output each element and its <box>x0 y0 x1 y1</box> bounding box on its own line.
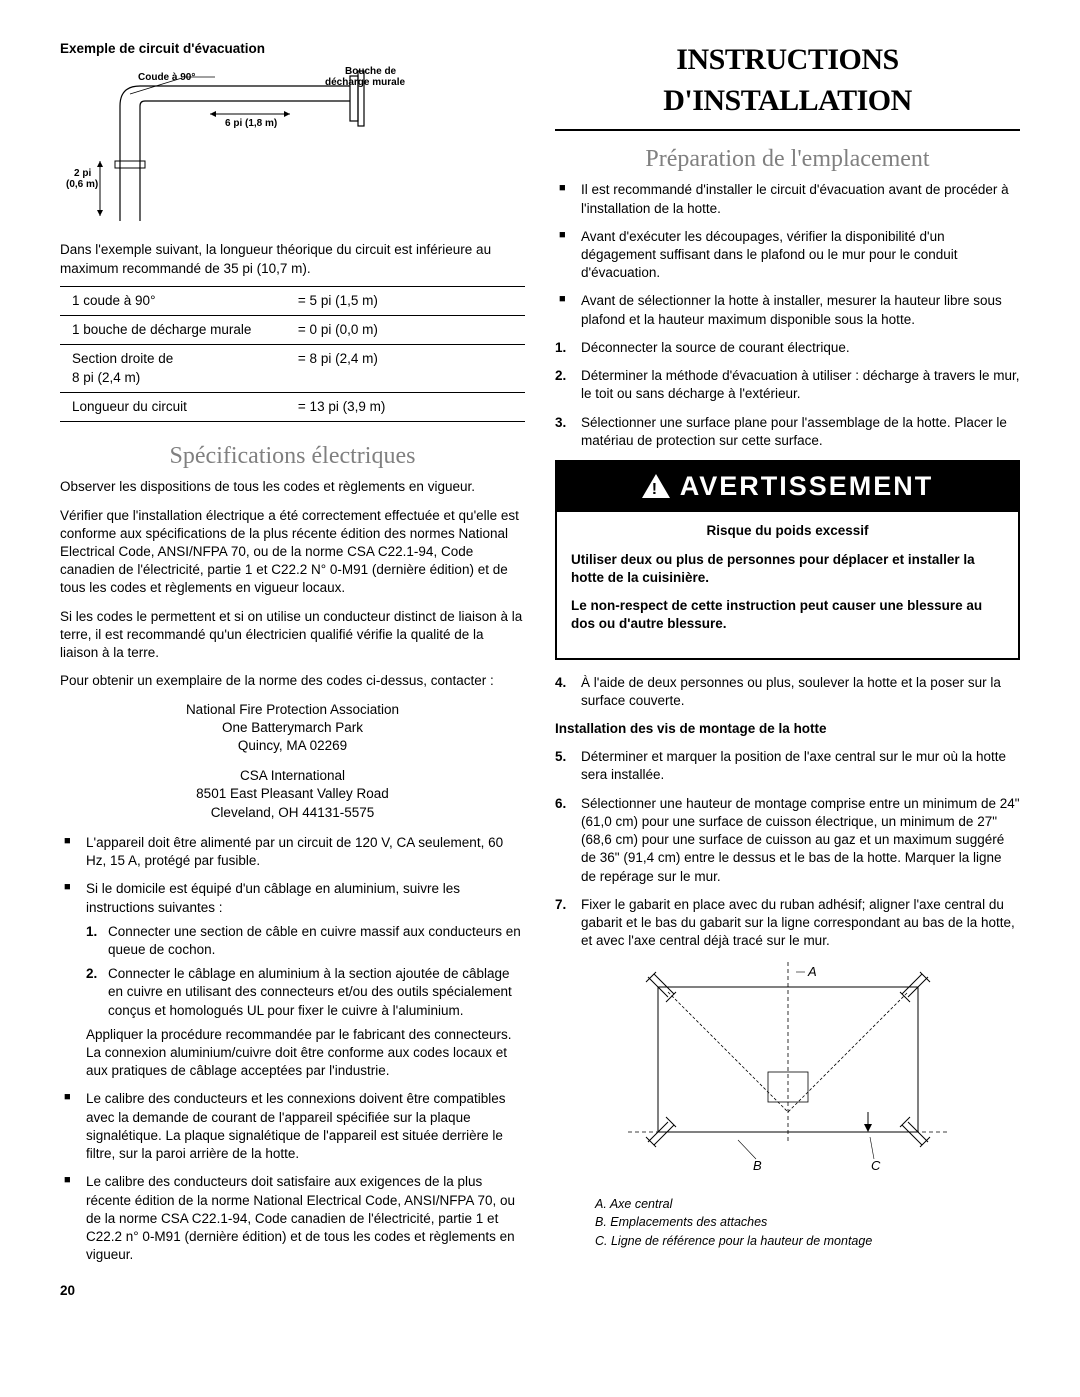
svg-text:B: B <box>753 1158 762 1173</box>
warning-box: AVERTISSEMENT Risque du poids excessif U… <box>555 460 1020 660</box>
list-item: Le calibre des conducteurs doit satisfai… <box>60 1173 525 1264</box>
warn-line-1: Utiliser deux ou plus de personnes pour … <box>571 551 1004 587</box>
list-item: 5.Déterminer et marquer la position de l… <box>555 748 1020 784</box>
inner-para: Appliquer la procédure recommandée par l… <box>86 1026 525 1081</box>
list-item: 6.Sélectionner une hauteur de montage co… <box>555 795 1020 886</box>
list-item: Avant d'exécuter les découpages, vérifie… <box>555 228 1020 283</box>
elec-bullet-list: L'appareil doit être alimenté par un cir… <box>60 834 525 1265</box>
svg-text:A: A <box>807 964 817 979</box>
list-item: L'appareil doit être alimenté par un cir… <box>60 834 525 870</box>
list-item: 2.Connecter le câblage en aluminium à la… <box>86 965 525 1020</box>
elec-p4: Pour obtenir un exemplaire de la norme d… <box>60 672 525 690</box>
step4-list: 4.À l'aide de deux personnes ou plus, so… <box>555 674 1020 710</box>
list-item: 3.Sélectionner une surface plane pour l'… <box>555 414 1020 450</box>
table-row: Section droite de 8 pi (2,4 m)= 8 pi (2,… <box>60 345 525 392</box>
legend-b: B. Emplacements des attaches <box>595 1214 1020 1231</box>
list-item: Il est recommandé d'installer le circuit… <box>555 181 1020 217</box>
installation-heading: INSTRUCTIONS D'INSTALLATION <box>555 40 1020 131</box>
diagram-legend: A. Axe central B. Emplacements des attac… <box>555 1196 1020 1251</box>
svg-text:Coude à 90°: Coude à 90° <box>138 72 195 83</box>
list-item: 2.Déterminer la méthode d'évacuation à u… <box>555 367 1020 403</box>
elec-p1: Observer les dispositions de tous les co… <box>60 478 525 496</box>
list-item: 4.À l'aide de deux personnes ou plus, so… <box>555 674 1020 710</box>
svg-text:C: C <box>871 1158 881 1173</box>
aluminum-steps: 1.Connecter une section de câble en cuiv… <box>86 923 525 1020</box>
address-block-2: CSA International 8501 East Pleasant Val… <box>60 767 525 822</box>
right-column: INSTRUCTIONS D'INSTALLATION Préparation … <box>555 40 1020 1301</box>
length-calc-table: 1 coude à 90°= 5 pi (1,5 m) 1 bouche de … <box>60 286 525 422</box>
prep-bullet-list: Il est recommandé d'installer le circuit… <box>555 181 1020 329</box>
template-diagram: A B C <box>555 962 1020 1187</box>
page-number: 20 <box>60 1282 525 1300</box>
list-item: 1.Connecter une section de câble en cuiv… <box>86 923 525 959</box>
electrical-heading: Spécifications électriques <box>60 440 525 472</box>
prep-heading: Préparation de l'emplacement <box>555 143 1020 175</box>
elec-p2: Vérifier que l'installation électrique a… <box>60 507 525 598</box>
left-column: Exemple de circuit d'évacuation Coude à … <box>60 40 525 1301</box>
svg-text:6 pi (1,8 m): 6 pi (1,8 m) <box>225 118 277 129</box>
diagram-title: Exemple de circuit d'évacuation <box>60 40 525 58</box>
table-row: 1 coude à 90°= 5 pi (1,5 m) <box>60 286 525 315</box>
address-block-1: National Fire Protection Association One… <box>60 701 525 756</box>
list-item: Avant de sélectionner la hotte à install… <box>555 292 1020 328</box>
svg-text:Bouche dedécharge murale: Bouche dedécharge murale <box>325 66 405 88</box>
warn-risk: Risque du poids excessif <box>571 522 1004 540</box>
warning-label: AVERTISSEMENT <box>680 468 934 504</box>
list-item: 7.Fixer le gabarit en place avec du ruba… <box>555 896 1020 951</box>
warning-header: AVERTISSEMENT <box>557 462 1018 512</box>
list-item: 1.Déconnecter la source de courant élect… <box>555 339 1020 357</box>
diagram-caption: Dans l'exemple suivant, la longueur théo… <box>60 241 525 277</box>
table-row: 1 bouche de décharge murale= 0 pi (0,0 m… <box>60 316 525 345</box>
list-item: Si le domicile est équipé d'un câblage e… <box>60 880 525 1080</box>
warning-body: Risque du poids excessif Utiliser deux o… <box>557 512 1018 645</box>
svg-text:2 pi(0,6 m): 2 pi(0,6 m) <box>66 168 98 190</box>
legend-c: C. Ligne de référence pour la hauteur de… <box>595 1233 1020 1250</box>
warn-line-2: Le non-respect de cette instruction peut… <box>571 597 1004 633</box>
legend-a: A. Axe central <box>595 1196 1020 1213</box>
elec-p3: Si les codes le permettent et si on util… <box>60 608 525 663</box>
table-row: Longueur du circuit= 13 pi (3,9 m) <box>60 392 525 421</box>
mount-heading: Installation des vis de montage de la ho… <box>555 720 1020 738</box>
warning-triangle-icon <box>642 474 670 498</box>
page-columns: Exemple de circuit d'évacuation Coude à … <box>60 40 1020 1301</box>
vent-diagram: Coude à 90° 6 pi (1,8 m) Bouche dedéchar… <box>60 66 525 231</box>
list-item: Le calibre des conducteurs et les connex… <box>60 1090 525 1163</box>
prep-numbered-list: 1.Déconnecter la source de courant élect… <box>555 339 1020 450</box>
mount-steps: 5.Déterminer et marquer la position de l… <box>555 748 1020 950</box>
